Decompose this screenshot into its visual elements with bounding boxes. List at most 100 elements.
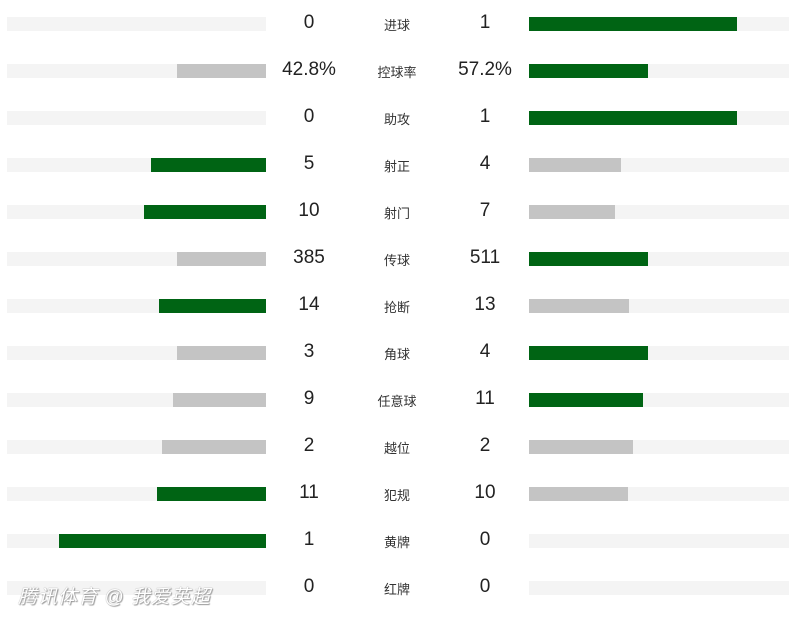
right-bar-track xyxy=(529,346,789,360)
right-bar-fill xyxy=(529,346,648,360)
left-bar-track xyxy=(7,581,266,595)
left-bar-fill xyxy=(177,346,266,360)
left-value: 3 xyxy=(303,341,315,362)
left-bar-fill xyxy=(176,252,266,266)
stat-row: 9 任意球 11 xyxy=(0,376,795,423)
right-bar-fill xyxy=(529,64,648,78)
right-value: 0 xyxy=(479,529,491,550)
right-value: 13 xyxy=(474,294,496,315)
stat-label: 进球 xyxy=(383,18,410,33)
left-value: 385 xyxy=(293,247,325,268)
left-value: 14 xyxy=(298,294,320,315)
left-bar-track xyxy=(7,205,266,219)
left-bar-track xyxy=(7,346,266,360)
stat-label: 角球 xyxy=(383,347,410,362)
stat-label: 射正 xyxy=(383,159,410,174)
left-bar-fill xyxy=(58,534,266,548)
stat-row: 385 传球 511 xyxy=(0,235,795,282)
left-value: 5 xyxy=(303,153,315,174)
right-bar-track xyxy=(529,111,789,125)
stat-label: 传球 xyxy=(383,253,410,268)
stat-label: 控球率 xyxy=(377,65,417,80)
right-bar-fill xyxy=(529,440,633,454)
right-bar-fill xyxy=(529,487,629,501)
left-value: 0 xyxy=(303,12,315,33)
stat-label: 红牌 xyxy=(383,582,410,597)
right-bar-fill xyxy=(529,299,630,313)
right-bar-track xyxy=(529,440,789,454)
left-value: 0 xyxy=(303,106,315,127)
stat-row: 10 射门 7 xyxy=(0,188,795,235)
stat-row: 0 红牌 0 xyxy=(0,564,795,611)
stat-label: 射门 xyxy=(383,206,410,221)
left-bar-fill xyxy=(162,440,266,454)
right-bar-track xyxy=(529,17,789,31)
right-bar-fill xyxy=(529,111,737,125)
left-bar-track xyxy=(7,534,266,548)
right-bar-fill xyxy=(529,158,622,172)
stat-row: 2 越位 2 xyxy=(0,423,795,470)
stat-row: 3 角球 4 xyxy=(0,329,795,376)
left-bar-track xyxy=(7,393,266,407)
left-value: 1 xyxy=(303,529,315,550)
right-bar-track xyxy=(529,205,789,219)
right-bar-fill xyxy=(529,252,648,266)
left-value: 0 xyxy=(303,576,315,597)
stat-label: 越位 xyxy=(383,441,410,456)
left-bar-track xyxy=(7,158,266,172)
stat-label: 犯规 xyxy=(383,488,410,503)
stat-row: 0 进球 1 xyxy=(0,0,795,47)
right-bar-track xyxy=(529,581,789,595)
left-bar-track xyxy=(7,487,266,501)
left-bar-track xyxy=(7,252,266,266)
stat-row: 11 犯规 10 xyxy=(0,470,795,517)
left-bar-fill xyxy=(158,299,266,313)
stat-label: 任意球 xyxy=(377,394,417,409)
left-bar-fill xyxy=(157,487,266,501)
right-value: 4 xyxy=(479,341,491,362)
right-value: 7 xyxy=(479,200,491,221)
left-bar-track xyxy=(7,64,266,78)
right-value: 2 xyxy=(479,435,491,456)
left-bar-track xyxy=(7,299,266,313)
stat-label: 黄牌 xyxy=(383,535,410,550)
left-value: 10 xyxy=(298,200,320,221)
right-bar-track xyxy=(529,299,789,313)
left-value: 42.8% xyxy=(282,59,336,80)
right-value: 11 xyxy=(475,388,495,409)
left-bar-fill xyxy=(150,158,266,172)
stat-row: 1 黄牌 0 xyxy=(0,517,795,564)
right-value: 57.2% xyxy=(458,59,512,80)
right-bar-track xyxy=(529,487,789,501)
stat-row: 14 抢断 13 xyxy=(0,282,795,329)
right-value: 0 xyxy=(479,576,491,597)
left-bar-track xyxy=(7,111,266,125)
right-value: 4 xyxy=(479,153,491,174)
right-value: 1 xyxy=(479,12,491,33)
left-bar-fill xyxy=(172,393,266,407)
right-bar-track xyxy=(529,393,789,407)
right-value: 511 xyxy=(469,247,501,268)
left-value: 2 xyxy=(303,435,315,456)
left-bar-fill xyxy=(177,64,266,78)
right-bar-fill xyxy=(529,393,644,407)
right-bar-track xyxy=(529,252,789,266)
stat-label: 抢断 xyxy=(383,300,410,315)
stat-label: 助攻 xyxy=(383,112,410,127)
right-value: 1 xyxy=(479,106,491,127)
watermark: 腾讯体育 @ 我爱英超 xyxy=(18,587,211,608)
right-bar-track xyxy=(529,64,789,78)
right-value: 10 xyxy=(474,482,496,503)
right-bar-fill xyxy=(529,17,737,31)
right-bar-track xyxy=(529,534,789,548)
stat-row: 5 射正 4 xyxy=(0,141,795,188)
left-value: 11 xyxy=(299,482,319,503)
stat-row: 0 助攻 1 xyxy=(0,94,795,141)
left-value: 9 xyxy=(303,388,315,409)
left-bar-track xyxy=(7,17,266,31)
right-bar-fill xyxy=(529,205,615,219)
left-bar-track xyxy=(7,440,266,454)
left-bar-fill xyxy=(144,205,266,219)
right-bar-track xyxy=(529,158,789,172)
stat-row: 42.8% 控球率 57.2% xyxy=(0,47,795,94)
